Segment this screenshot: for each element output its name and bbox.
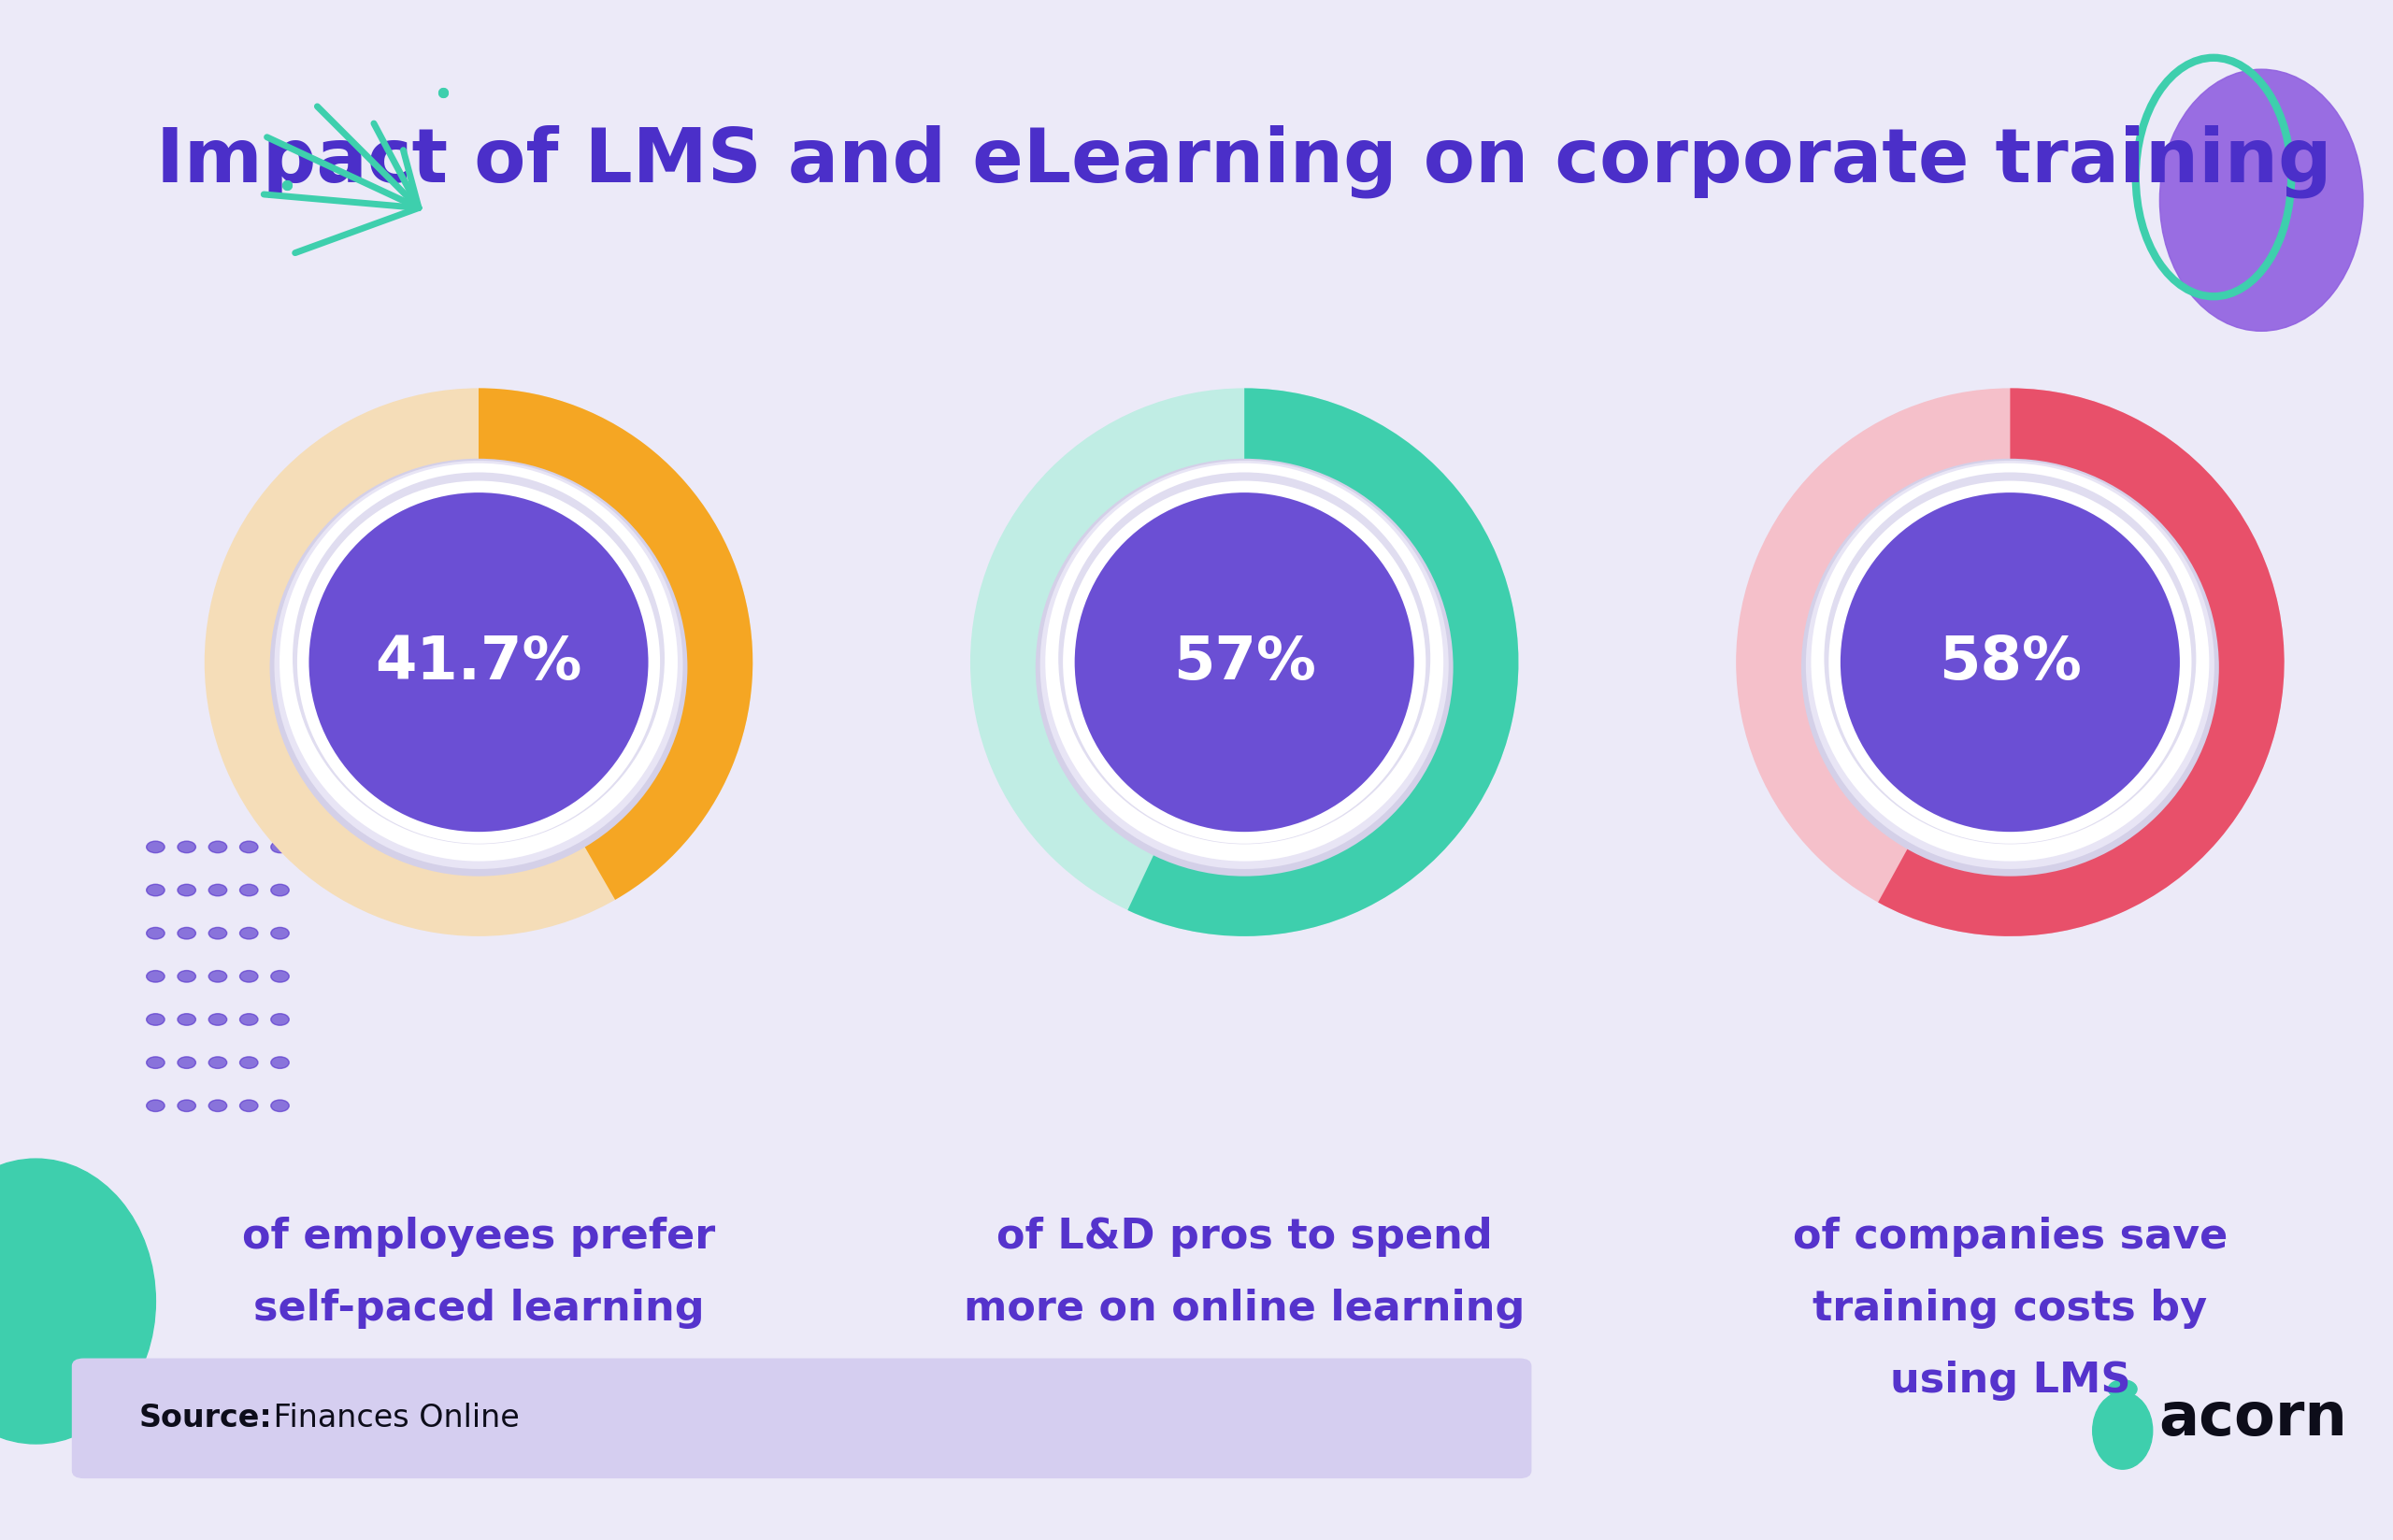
Circle shape	[208, 927, 227, 939]
Wedge shape	[1879, 388, 2285, 936]
Circle shape	[309, 493, 649, 832]
Wedge shape	[203, 388, 754, 936]
Circle shape	[2108, 1380, 2137, 1398]
Text: of L&D pros to spend
more on online learning: of L&D pros to spend more on online lear…	[964, 1217, 1524, 1329]
Circle shape	[1046, 464, 1443, 861]
Circle shape	[270, 970, 290, 983]
Circle shape	[239, 927, 258, 939]
Circle shape	[1074, 493, 1414, 832]
Circle shape	[239, 1056, 258, 1069]
Circle shape	[1807, 460, 2214, 869]
Circle shape	[270, 1013, 290, 1026]
Circle shape	[177, 841, 196, 853]
Wedge shape	[479, 388, 754, 899]
Circle shape	[280, 464, 677, 861]
Circle shape	[208, 970, 227, 983]
Circle shape	[146, 1013, 165, 1026]
Circle shape	[292, 473, 665, 844]
Circle shape	[177, 884, 196, 896]
Text: 41.7%: 41.7%	[376, 633, 581, 691]
Circle shape	[146, 927, 165, 939]
Circle shape	[177, 927, 196, 939]
Circle shape	[1812, 464, 2209, 861]
Text: 57%: 57%	[1173, 633, 1316, 691]
Circle shape	[297, 480, 660, 844]
Text: Source:: Source:	[139, 1403, 273, 1434]
Circle shape	[239, 1100, 258, 1112]
FancyBboxPatch shape	[72, 1358, 1532, 1478]
Circle shape	[177, 970, 196, 983]
Circle shape	[1840, 493, 2180, 832]
Circle shape	[270, 927, 290, 939]
Text: of employees prefer
self-paced learning: of employees prefer self-paced learning	[242, 1217, 716, 1329]
Circle shape	[146, 841, 165, 853]
Circle shape	[146, 1056, 165, 1069]
Circle shape	[1036, 459, 1453, 876]
Circle shape	[177, 1100, 196, 1112]
Circle shape	[177, 1056, 196, 1069]
Circle shape	[177, 1013, 196, 1026]
Circle shape	[270, 841, 290, 853]
Ellipse shape	[2158, 69, 2364, 331]
Circle shape	[239, 884, 258, 896]
Circle shape	[1823, 473, 2197, 844]
Ellipse shape	[0, 1160, 156, 1445]
Circle shape	[146, 1100, 165, 1112]
Circle shape	[1802, 459, 2218, 876]
Circle shape	[275, 460, 682, 869]
Circle shape	[1041, 460, 1448, 869]
Circle shape	[270, 459, 687, 876]
Circle shape	[208, 1013, 227, 1026]
Circle shape	[1828, 480, 2192, 844]
Circle shape	[208, 1100, 227, 1112]
Wedge shape	[1735, 388, 2285, 936]
Circle shape	[239, 970, 258, 983]
Circle shape	[208, 884, 227, 896]
Text: Impact of LMS and eLearning on corporate training: Impact of LMS and eLearning on corporate…	[156, 125, 2333, 199]
Circle shape	[146, 970, 165, 983]
Ellipse shape	[2094, 1392, 2154, 1469]
Circle shape	[1058, 473, 1431, 844]
Circle shape	[1062, 480, 1426, 844]
Circle shape	[239, 841, 258, 853]
Circle shape	[239, 1013, 258, 1026]
Text: acorn: acorn	[2158, 1389, 2348, 1448]
Text: 58%: 58%	[1938, 633, 2082, 691]
Circle shape	[270, 1100, 290, 1112]
Wedge shape	[969, 388, 1520, 936]
Circle shape	[208, 1056, 227, 1069]
Circle shape	[208, 841, 227, 853]
Circle shape	[270, 1056, 290, 1069]
Circle shape	[270, 884, 290, 896]
Text: Finances Online: Finances Online	[263, 1403, 519, 1434]
Text: of companies save
training costs by
using LMS: of companies save training costs by usin…	[1792, 1217, 2228, 1401]
Wedge shape	[1127, 388, 1520, 936]
Circle shape	[146, 884, 165, 896]
